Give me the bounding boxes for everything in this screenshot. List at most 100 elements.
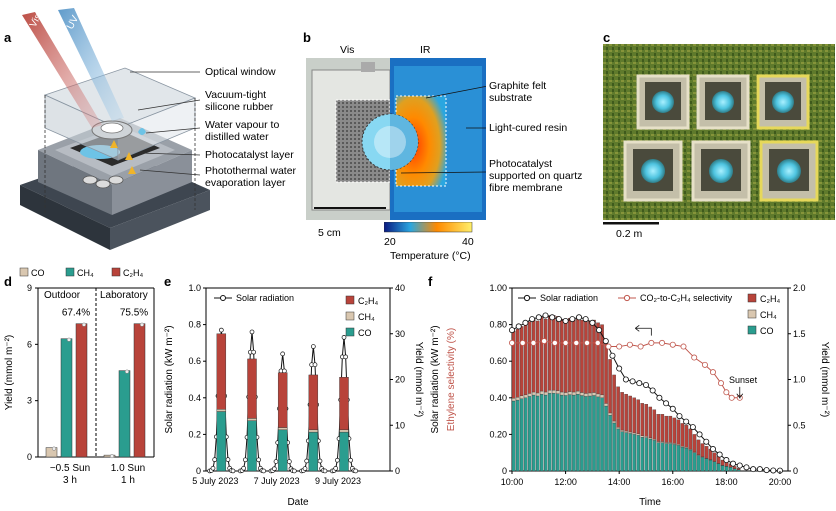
f-bar-c2h4-47 [700,443,705,457]
reactor-schematic: Vis + IR UV + Vis [20,0,210,250]
d-ytick-label-0: 0 [27,452,32,462]
f-bar-ch4-27 [620,429,624,432]
f-radiation-point-8 [562,317,569,324]
d-group-name-1: Laboratory [100,290,148,301]
d-legend-swatch-2 [111,267,121,277]
f-bar-ch4-40 [672,443,677,445]
f-bar-c2h4-35 [652,409,657,440]
e-xtick-label-0: 5 July 2023 [192,476,238,486]
f-bar-co-16 [576,393,580,472]
f-bar-ch4-3 [523,394,528,398]
f-selectivity-point-10 [616,343,623,350]
f-bar-co-6 [535,395,540,472]
f-radiation-point-0 [509,327,516,334]
f-bar-c2h4-13 [564,319,568,393]
f-bar-co-1 [515,399,520,472]
f-radiation-point-15 [609,352,616,359]
e-bar-4-ch4 [339,429,349,433]
panel-label-b: b [303,30,311,45]
f-selectivity-point-12 [637,343,644,350]
f-bar-ch4-12 [560,391,564,396]
f-radiation-point-27 [689,424,696,431]
f-selectivity-point-20 [718,380,725,387]
d-legend-label-0: CO [31,268,45,278]
f-bar-c2h4-19 [588,320,592,394]
vis-ir-beam [22,12,102,128]
f-bar-ch4-20 [592,392,596,396]
f-bar-c2h4-21 [596,322,600,395]
f-radiation-point-28 [696,431,703,438]
f-bar-co-54 [728,467,733,472]
f-selectivity-point-19 [709,369,716,376]
d-xlabel-0-b: 3 h [63,475,77,486]
d-bar-1-CH4 [118,370,131,458]
f-radiation-point-29 [703,438,710,445]
f-bar-co-13 [564,395,568,472]
f-selectivity-point-0 [509,339,516,346]
f-bar-ch4-0 [511,398,516,402]
f-bar-co-37 [660,442,665,472]
f-bar-co-24 [608,415,612,472]
d-point-1-CO [109,454,115,459]
f-bar-ch4-15 [572,391,576,396]
f-bar-c2h4-37 [660,414,665,442]
f-ytick-right-label-2: 1.0 [793,375,806,385]
guide-lines [44,95,196,215]
f-bar-ch4-9 [548,389,552,394]
callout-optical-window: Optical window [205,66,276,78]
f-bar-ch4-6 [535,392,540,397]
f-bar-ch4-36 [656,441,661,443]
f-bar-c2h4-43 [684,425,689,448]
e-bar-0-co [216,411,227,472]
f-bar-c2h4-44 [688,428,693,450]
f-bar-ch4-8 [544,391,548,396]
f-bar-co-36 [656,442,661,472]
e-bar-0-c2h4 [216,333,227,410]
f-xtick-label-2: 14:00 [608,477,631,487]
e-bar-1-c2h4 [247,358,257,419]
e-ytick-right-label-0: 0 [395,466,400,476]
f-bar-co-12 [560,394,564,472]
f-bar-co-17 [580,395,584,472]
f-radiation-point-12 [589,319,596,326]
support-cylinders [82,175,124,189]
f-bar-c2h4-24 [608,359,612,414]
e-radiation-point-2-11 [286,459,292,464]
f-selectivity-point-21 [723,389,730,396]
f-bar-c2h4-22 [600,324,604,396]
f-bar-c2h4-41 [676,419,681,445]
e-xlabel: Date [287,497,309,508]
f-bar-c2h4-10 [552,315,556,391]
callout-photothermal-layer: Photothermal water evaporation layer [205,165,297,189]
e-radiation-point-2-8 [281,368,287,374]
f-bar-ch4-28 [624,430,628,433]
f-bar-co-51 [716,463,721,472]
f-ytick-right-label-3: 1.5 [793,329,806,339]
f-ytick-right-label-0: 0 [793,466,798,476]
f-ytick-left-label-2: 0.40 [489,393,507,403]
e-radiation-point-2-7 [280,351,286,357]
f-bar-c2h4-16 [576,317,580,392]
f-radiation-point-14 [602,338,609,345]
f-bar-c2h4-12 [560,318,564,393]
d-legend-swatch-1 [65,267,75,277]
f-bar-c2h4-23 [604,340,608,404]
f-bar-co-25 [612,422,616,472]
f-bar-co-39 [668,443,673,472]
e-legend-swatch-2 [345,311,355,321]
ir-label: IR [420,44,431,56]
f-legend-marker-0 [523,294,531,302]
f-radiation-point-22 [656,394,663,401]
callout-silicone-rubber: Vacuum-tight silicone rubber [205,89,274,113]
f-bar-co-9 [548,393,552,472]
f-bar-c2h4-28 [624,393,628,432]
f-bar-co-27 [620,431,624,472]
f-bar-c2h4-26 [616,386,620,428]
f-radiation-point-33 [730,460,737,467]
chart-d: CO CH₄ C₂H₄ 0 3 6 9 Yield (mmol m⁻²) Outdoor 67.4… [4,267,155,486]
f-bar-c2h4-6 [535,320,540,394]
f-bar-ch4-11 [556,390,560,394]
d-point-1-C2H4 [139,322,145,327]
d-selectivity-1: 75.5% [120,308,148,319]
f-bar-co-31 [636,435,640,472]
